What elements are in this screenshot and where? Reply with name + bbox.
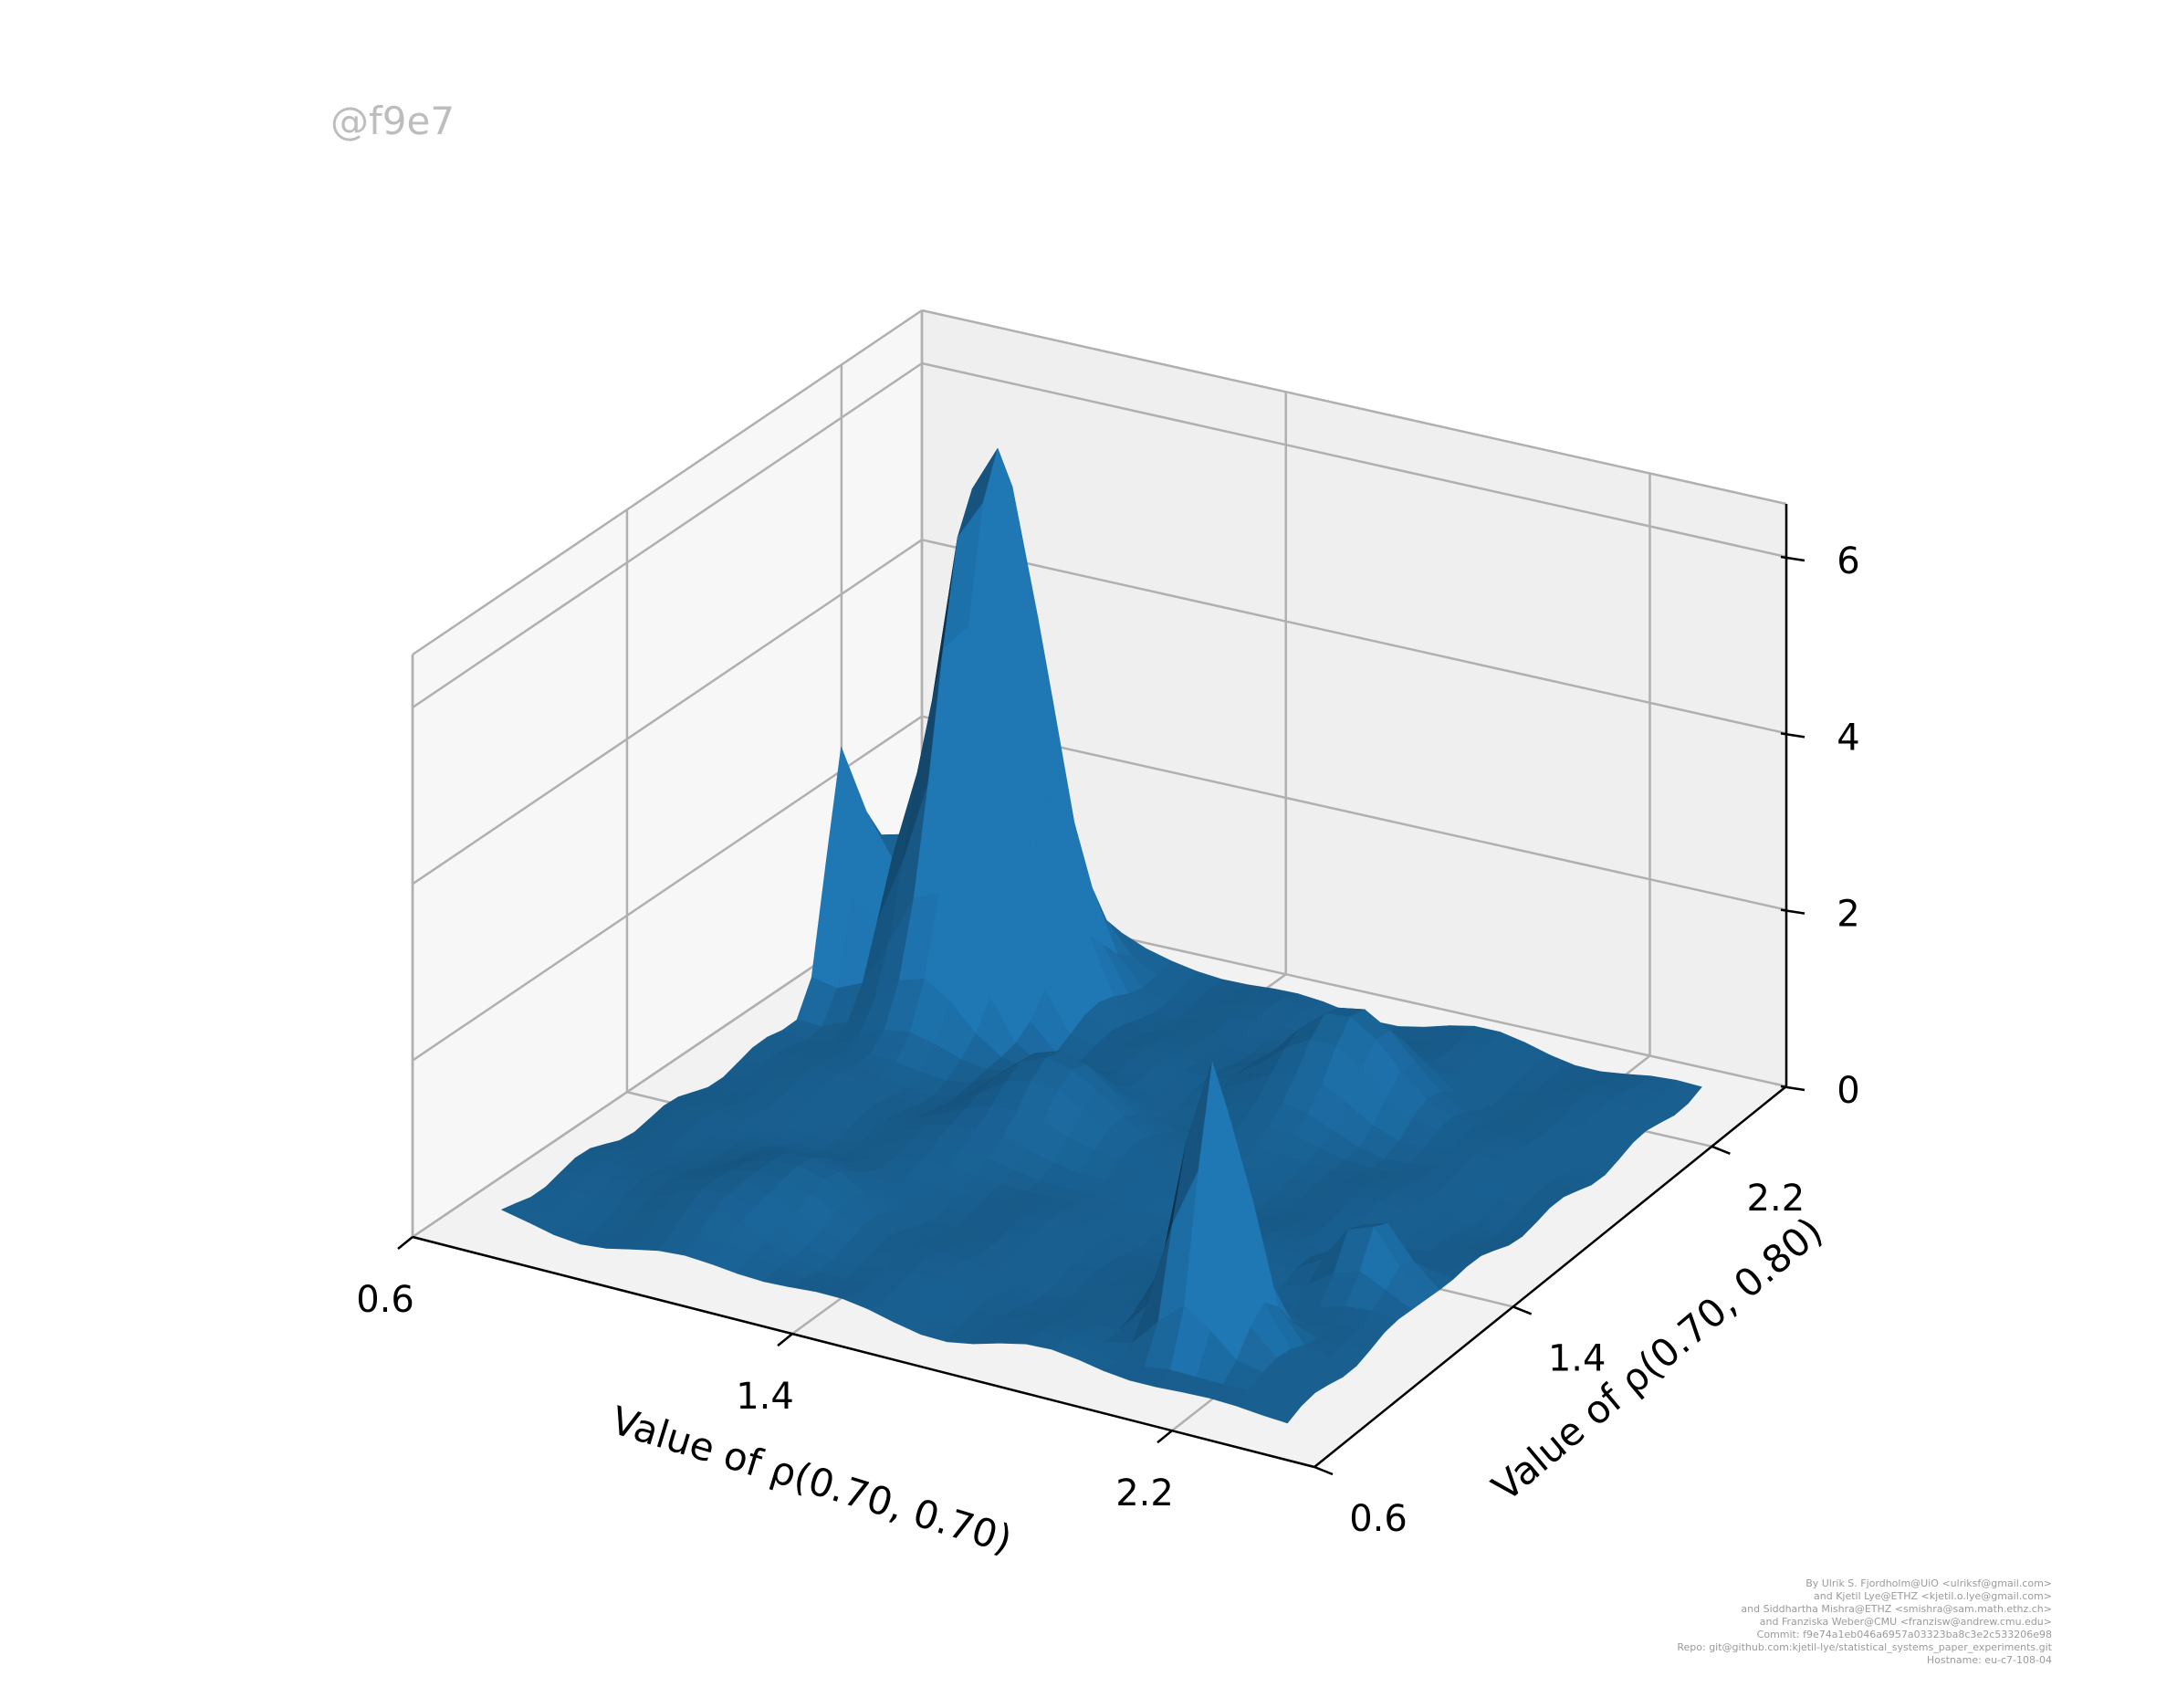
tick-label: 2 [1837, 894, 1859, 936]
x-axis-line [412, 1235, 1315, 1469]
axis-lines [397, 504, 1805, 1476]
x-tick [777, 1333, 793, 1347]
y-tick [1512, 1305, 1533, 1315]
x-axis-label: Value of ρ(0.70, 0.70) [606, 1398, 1017, 1562]
left-grid-z [412, 362, 923, 709]
surface-facet [1261, 1397, 1303, 1424]
tick-label: 1.4 [1548, 1337, 1607, 1379]
credits-line: Commit: f9e74a1eb046a6957a03323ba8c3e2c5… [1756, 1629, 2052, 1640]
left-grid-z [412, 539, 923, 885]
tick-label: 2.2 [1115, 1472, 1174, 1514]
credits-line: and Kjetil Lye@ETHZ <kjetil.o.lye@gmail.… [1814, 1590, 2052, 1602]
z-tick [1780, 732, 1805, 739]
tick-label: 0.6 [1349, 1498, 1408, 1540]
z-tick [1780, 1085, 1805, 1092]
watermark: @f9e7 [330, 99, 455, 143]
x-tick [1157, 1430, 1173, 1444]
back-grid-z [921, 539, 1787, 735]
y-axis-line [1314, 1085, 1787, 1468]
credits-block: By Ulrik S. Fjordholm@UiO <ulriksf@gmail… [1230, 1577, 2052, 1667]
tick-label: 6 [1837, 540, 1859, 582]
tick-label: 1.4 [736, 1376, 794, 1418]
credits-line: and Franziska Weber@CMU <franzisw@andrew… [1759, 1616, 2052, 1628]
pane-edge [921, 309, 1787, 506]
z-tick [1780, 555, 1805, 562]
pane-edge [412, 309, 923, 656]
x-tick [397, 1236, 413, 1250]
z-tick [1780, 908, 1805, 915]
tick-label: 4 [1837, 717, 1859, 759]
back-grid-z [921, 362, 1787, 559]
left-grid-z [412, 715, 923, 1062]
back-grid-z [921, 715, 1787, 911]
back-wall-pane [922, 310, 1786, 1086]
left-wall-pane [413, 310, 922, 1237]
tick-label: 0.6 [356, 1279, 414, 1321]
tick-label: 0 [1837, 1070, 1859, 1112]
tick-labels: 0.6 1.4 2.2 0.6 1.4 2.2 0 2 4 6 [356, 540, 1860, 1540]
credits-line: Repo: git@github.com:kjetil-lye/statisti… [1677, 1641, 2052, 1653]
tick-label: 2.2 [1747, 1178, 1805, 1220]
credits-line: By Ulrik S. Fjordholm@UiO <ulriksf@gmail… [1805, 1577, 2052, 1589]
surface-mesh [500, 447, 1702, 1424]
y-tick [1711, 1145, 1731, 1156]
credits-line: and Siddhartha Mishra@ETHZ <smishra@sam.… [1741, 1603, 2052, 1615]
y-tick [1314, 1465, 1334, 1476]
credits-line: Hostname: eu-c7-108-04 [1926, 1654, 2052, 1666]
